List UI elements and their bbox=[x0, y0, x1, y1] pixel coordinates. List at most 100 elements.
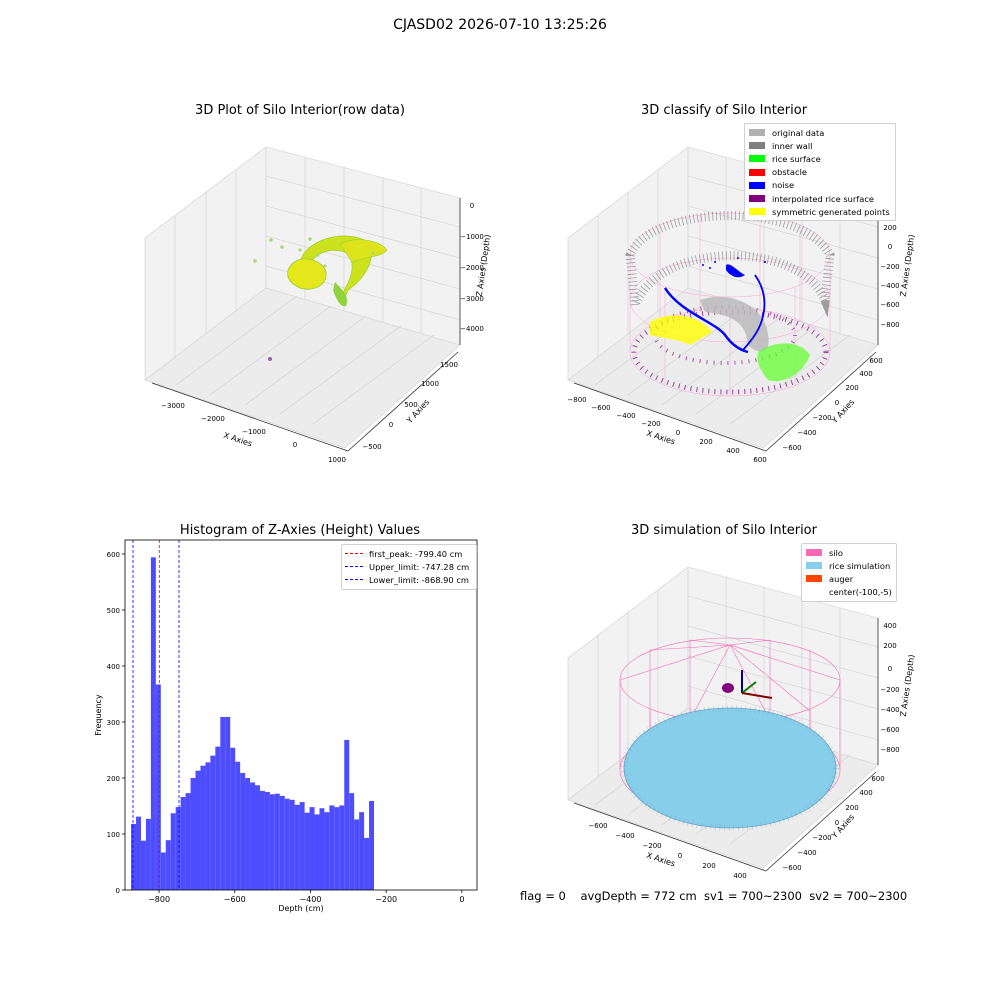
legend-label: center(-100,-5) bbox=[829, 587, 892, 598]
legend-label: Upper_limit: -747.28 cm bbox=[369, 561, 470, 572]
panel2-noise-point bbox=[709, 267, 711, 269]
histogram-y-tick-label: 400 bbox=[107, 663, 120, 671]
panel2-interpolated-surface bbox=[631, 309, 829, 395]
panel1-point bbox=[269, 238, 273, 242]
legend-swatch bbox=[749, 129, 765, 137]
histogram-bar bbox=[215, 746, 221, 890]
panel4-y-tick: 0 bbox=[835, 819, 839, 827]
histogram-bar bbox=[240, 772, 246, 890]
panel2-inner-wall bbox=[625, 211, 835, 318]
panel2-x-axis-line bbox=[573, 382, 767, 452]
panel4-legend: silo rice simulation auger center(-100,-… bbox=[801, 543, 897, 602]
panel4-z-tick: −400 bbox=[880, 706, 899, 714]
histogram-bar bbox=[150, 557, 156, 890]
histogram-x-tick-label: −400 bbox=[299, 895, 321, 904]
panel4-z-tick: 0 bbox=[888, 665, 892, 673]
panel4-3d-axes: −600 −400 −200 0 200 400 −600 −400 −200 … bbox=[567, 566, 917, 880]
legend-label: rice surface bbox=[772, 153, 821, 164]
legend-swatch bbox=[806, 589, 822, 596]
legend-item: noise bbox=[749, 179, 891, 192]
histogram-bar bbox=[329, 805, 335, 890]
panel4-x-tick: 0 bbox=[678, 852, 682, 860]
panel1-x-tick: 1000 bbox=[328, 456, 346, 464]
histogram-x-ticks: −800 −600 −400 −200 0 bbox=[148, 890, 464, 904]
status-readout: flag = 0 avgDepth = 772 cm sv1 = 700~230… bbox=[520, 889, 908, 903]
panel2-y-tick: 200 bbox=[845, 384, 858, 392]
legend-label: symmetric generated points bbox=[772, 206, 890, 217]
panel2-z-tick: −800 bbox=[880, 321, 899, 329]
legend-swatch bbox=[749, 208, 765, 216]
panel2-y-tick: 400 bbox=[859, 370, 872, 378]
panel2-noise bbox=[663, 287, 749, 354]
panel2-z-tick: −200 bbox=[880, 263, 899, 271]
panel2-y-tick: 600 bbox=[869, 357, 882, 365]
histogram-bar bbox=[364, 837, 370, 890]
panel4-z-tick: −800 bbox=[880, 746, 899, 754]
histogram-bar bbox=[250, 782, 256, 890]
panel1-z-tick: −2000 bbox=[460, 264, 484, 272]
legend-label: interpolated rice surface bbox=[772, 193, 875, 204]
histogram-bar bbox=[155, 684, 161, 890]
histogram-x-tick-label: −200 bbox=[375, 895, 397, 904]
panel4-z-tick: 200 bbox=[883, 642, 896, 650]
panel1-x-tick: −2000 bbox=[201, 415, 225, 423]
panel2-y-label: Y Axies bbox=[829, 398, 856, 426]
histogram-bar bbox=[140, 840, 146, 890]
legend-label: inner wall bbox=[772, 140, 813, 151]
histogram-bar bbox=[324, 812, 330, 890]
histogram-bar bbox=[294, 804, 300, 890]
panel4-x-tick: −600 bbox=[588, 822, 607, 830]
legend-label: rice simulation bbox=[829, 560, 891, 571]
panel4-y-label: Y Axies bbox=[829, 813, 856, 841]
panel4-y-axis-line bbox=[765, 771, 877, 872]
panel4-scene bbox=[619, 637, 841, 831]
panel2-x-tick: 200 bbox=[699, 438, 712, 446]
histogram-legend: first_peak: -799.40 cm Upper_limit: -747… bbox=[341, 544, 477, 590]
panel1-surface-blob bbox=[287, 258, 327, 290]
panel2-noise-point bbox=[764, 261, 766, 263]
panel2-3d-axes: −800 −600 −400 −200 0 200 400 600 −600 −… bbox=[567, 146, 916, 464]
panel4-z-label: Z Axies (Depth) bbox=[899, 654, 917, 717]
panel4-z-tick: −600 bbox=[880, 726, 899, 734]
legend-swatch bbox=[806, 549, 822, 557]
panel2-noise-point bbox=[737, 257, 739, 259]
legend-item: rice simulation bbox=[806, 559, 892, 572]
panel4-title: 3D simulation of Silo Interior bbox=[631, 523, 817, 538]
histogram-bar bbox=[165, 840, 171, 890]
panel1-y-tick: 0 bbox=[389, 421, 393, 429]
histogram-bar bbox=[354, 819, 360, 890]
histogram-bar bbox=[344, 739, 350, 890]
histogram-bar bbox=[289, 799, 295, 890]
legend-item: symmetric generated points bbox=[749, 205, 891, 218]
legend-swatch bbox=[749, 155, 765, 163]
panel2-x-tick: −400 bbox=[616, 412, 635, 420]
histogram-frame bbox=[124, 539, 478, 891]
panel1-y-tick: 1000 bbox=[421, 380, 439, 388]
legend-item: original data bbox=[749, 126, 891, 139]
histogram-bar bbox=[175, 807, 181, 890]
histogram-x-tick-label: 0 bbox=[459, 895, 464, 904]
panel1-z-tick: −3000 bbox=[460, 295, 484, 303]
histogram-bar bbox=[359, 812, 365, 890]
panel2-x-tick: 0 bbox=[676, 429, 680, 437]
panel4-y-tick: 600 bbox=[871, 775, 884, 783]
histogram-bar bbox=[195, 770, 201, 890]
panel2-z-tick: −400 bbox=[880, 282, 899, 290]
panel1-z-tick: −1000 bbox=[460, 233, 484, 241]
legend-item: rice surface bbox=[749, 152, 891, 165]
legend-label: first_peak: -799.40 cm bbox=[369, 548, 463, 559]
panel1-z-tick: −4000 bbox=[460, 325, 484, 333]
histogram-y-tick-label: 0 bbox=[116, 887, 120, 895]
panel2-symmetric-points bbox=[650, 315, 712, 345]
histogram-bar bbox=[304, 812, 310, 890]
panel1-surface-blob bbox=[333, 282, 348, 307]
panel4-y-tick: 400 bbox=[859, 789, 872, 797]
histogram-plot: −800 −600 −400 −200 0 0 100 200 300 400 500 600 De… bbox=[94, 539, 478, 913]
panel1-point bbox=[371, 251, 375, 255]
legend-item: Lower_limit: -868.90 cm bbox=[345, 573, 473, 586]
legend-label: silo bbox=[829, 547, 844, 558]
panel4-axis-arrow-x bbox=[741, 692, 773, 699]
legend-label: original data bbox=[772, 127, 825, 138]
panel4-auger bbox=[722, 683, 734, 693]
panel4-x-label: X Axies bbox=[645, 851, 676, 869]
